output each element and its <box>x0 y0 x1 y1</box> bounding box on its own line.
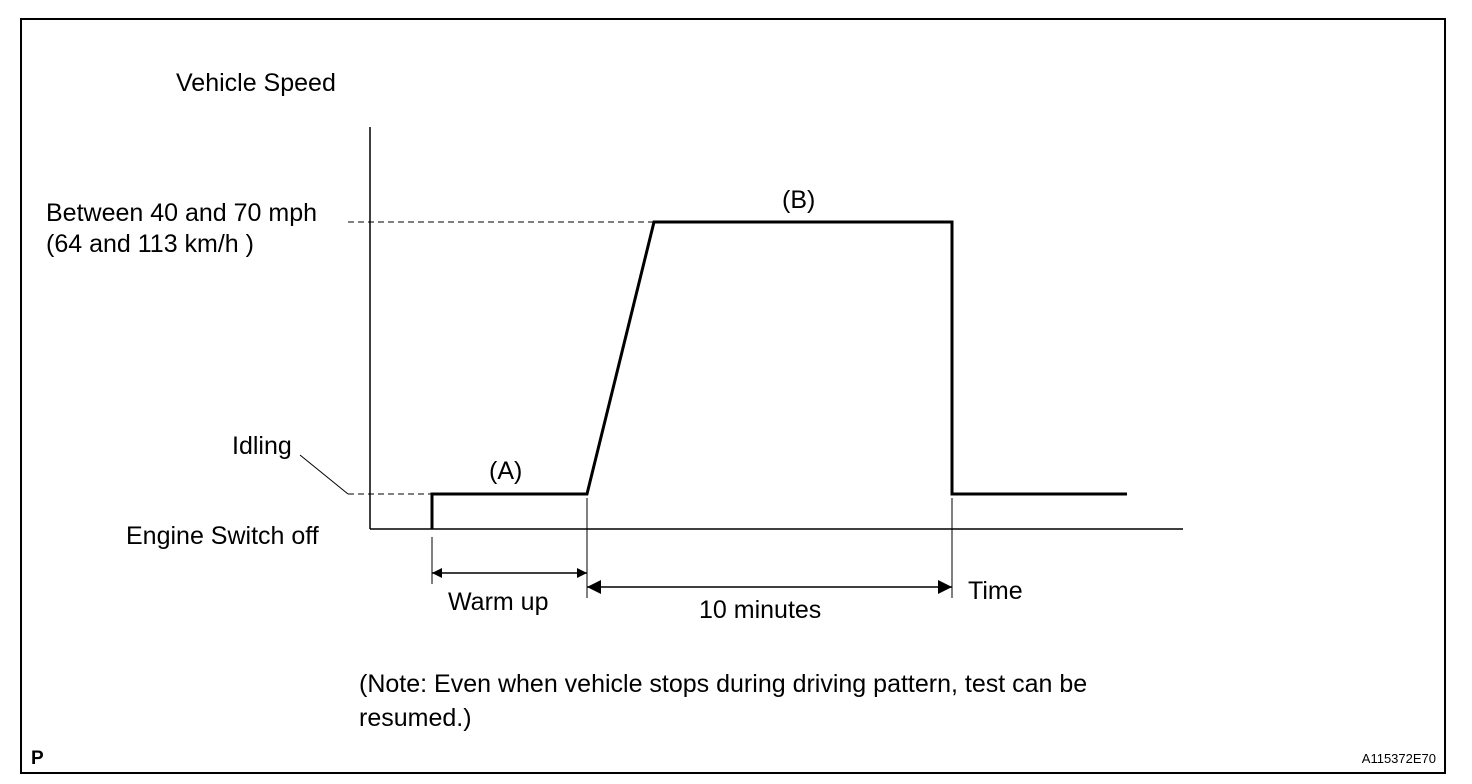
speed-range-metric-label: (64 and 113 km/h ) <box>46 230 254 258</box>
idling-label: Idling <box>232 432 292 460</box>
note-line-2: resumed.) <box>359 704 472 732</box>
y-axis-title: Vehicle Speed <box>176 69 336 97</box>
note-line-1: (Note: Even when vehicle stops during dr… <box>359 670 1087 698</box>
segment-a-label: (A) <box>489 457 522 485</box>
corner-mark: P <box>31 748 44 769</box>
figure-code: A115372E70 <box>1362 751 1436 766</box>
engine-switch-off-label: Engine Switch off <box>126 522 319 550</box>
figure-frame <box>20 18 1446 774</box>
speed-profile-line <box>430 220 1127 529</box>
segment-b-label: (B) <box>782 186 815 214</box>
idling-leader-line <box>299 454 349 495</box>
duration-label: 10 minutes <box>699 596 821 624</box>
speed-range-label: Between 40 and 70 mph <box>46 199 317 227</box>
x-axis-title: Time <box>968 577 1023 605</box>
warm-up-label: Warm up <box>448 588 548 616</box>
